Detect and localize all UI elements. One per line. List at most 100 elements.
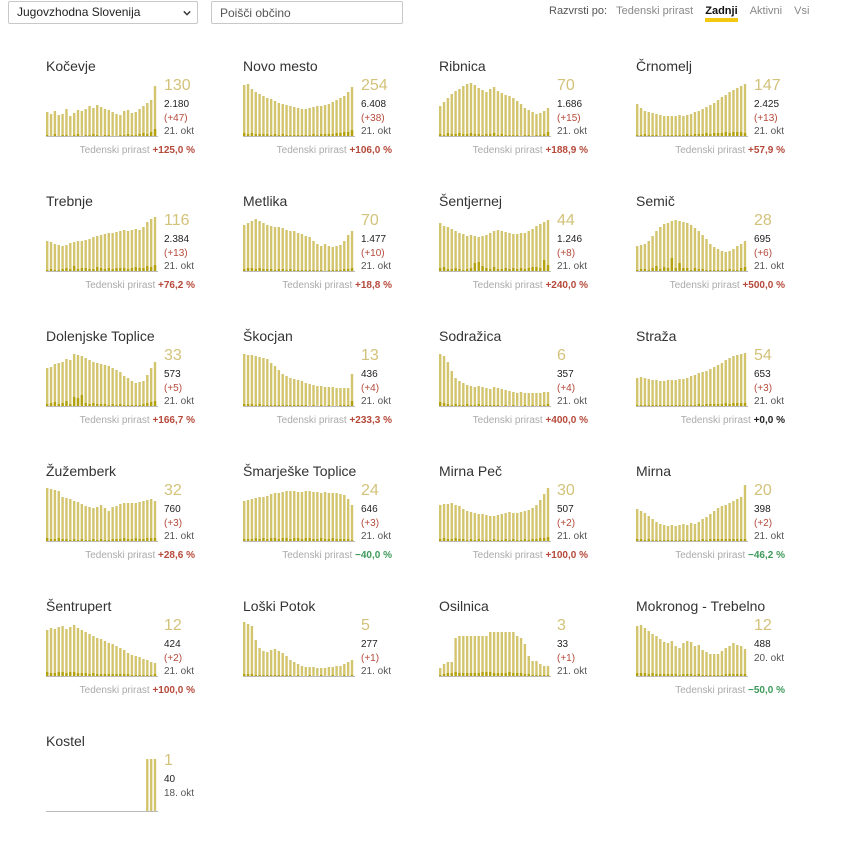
sort-option-active[interactable]: Aktivni: [749, 5, 783, 17]
last-update-date: 21. okt: [164, 261, 195, 272]
municipality-card[interactable]: Dolenjske Toplice 33 573 (+5) 21. okt Tedensk…: [46, 328, 231, 453]
municipality-card[interactable]: Kočevje 130 2.180 (+47) 21. okt Tedenski prir…: [46, 58, 231, 183]
active-cases-bar: [724, 360, 727, 406]
active-cases-bar: [250, 499, 254, 541]
active-cases-bar: [293, 231, 296, 271]
active-cases-bar: [103, 109, 107, 136]
active-cases-bar: [350, 660, 354, 676]
active-cases-bar: [246, 223, 250, 271]
active-cases-bar: [728, 503, 731, 541]
new-cases-bar: [527, 540, 530, 541]
active-cases-bar: [88, 360, 91, 406]
new-cases-bar: [469, 539, 473, 541]
new-cases-bar: [304, 405, 307, 406]
new-cases-bar: [542, 260, 546, 271]
new-cases-bar: [659, 540, 662, 541]
new-cases-bar: [736, 270, 739, 271]
new-cases-bar: [736, 403, 739, 406]
active-cases-bar: [516, 234, 519, 271]
sort-option-latest[interactable]: Zadnji: [705, 5, 738, 22]
new-cases-bar: [149, 132, 153, 136]
weekly-growth-value: +100,0 %: [152, 685, 195, 696]
active-cases-bar: [262, 651, 265, 676]
active-cases-value: 147: [754, 77, 781, 94]
active-cases-bar: [686, 378, 689, 406]
active-cases-bar: [535, 505, 538, 541]
active-cases-bar: [99, 505, 103, 541]
municipality-card[interactable]: Trebnje 116 2.384 (+13) 21. okt Tedenski prir…: [46, 193, 231, 318]
region-select[interactable]: Jugovzhodna Slovenija: [8, 1, 198, 24]
total-cases-value: 40: [164, 774, 176, 785]
municipality-card[interactable]: Črnomelj 147 2.425 (+13) 21. okt Tedenski pri…: [636, 58, 821, 183]
municipality-search-input[interactable]: [211, 1, 403, 24]
weekly-growth-value: +76,2 %: [158, 280, 195, 291]
new-cases-bar: [492, 539, 496, 541]
weekly-growth-label: Tedenski prirast: [85, 280, 156, 291]
new-cases-bar: [728, 539, 731, 541]
new-cases-bar: [269, 135, 273, 136]
active-cases-bar: [72, 501, 76, 541]
active-cases-bar: [346, 235, 350, 271]
new-cases-bar: [76, 398, 80, 406]
new-cases-bar: [153, 129, 157, 136]
active-cases-bar: [446, 504, 450, 541]
new-cases-bar: [508, 540, 511, 541]
active-cases-bar: [312, 492, 315, 541]
new-cases-bar: [80, 395, 84, 406]
active-cases-bar: [705, 517, 708, 541]
new-cases-bar: [99, 674, 103, 676]
municipality-card[interactable]: Škocjan 13 436 (+4) 21. okt Tedenski prirast …: [243, 328, 428, 453]
last-update-date: 21. okt: [361, 126, 392, 137]
active-cases-bar: [535, 114, 538, 136]
active-cases-bar: [469, 83, 473, 136]
municipality-card[interactable]: Straža 54 653 (+3) 21. okt Tedenski prirast +…: [636, 328, 821, 453]
active-cases-bar: [500, 389, 503, 406]
new-cases-bar: [678, 405, 681, 406]
active-cases-bar: [489, 389, 492, 406]
municipality-card[interactable]: Mirna Peč 30 507 (+2) 21. okt Tedenski priras…: [439, 463, 624, 588]
active-cases-bar: [639, 245, 643, 271]
new-cases-bar: [134, 675, 137, 676]
new-cases-bar: [689, 135, 693, 136]
new-cases-bar: [146, 675, 149, 676]
total-cases-value: 357: [557, 369, 574, 380]
active-cases-bar: [713, 367, 716, 406]
sort-option-total[interactable]: Vsi: [794, 5, 810, 17]
new-cases-bar: [126, 539, 130, 541]
new-cases-bar: [527, 674, 530, 676]
municipality-card[interactable]: Mokronog - Trebelno 12 488 20. okt Tedenski …: [636, 598, 821, 723]
new-cases-bar: [469, 133, 473, 136]
new-cases-bar: [705, 133, 708, 136]
new-cases-bar: [647, 405, 650, 406]
new-cases-bar: [508, 269, 511, 271]
municipality-card[interactable]: Žužemberk 32 760 (+3) 21. okt Tedenski priras…: [46, 463, 231, 588]
municipality-card[interactable]: Šentjernej 44 1.246 (+8) 21. okt Tedenski pri…: [439, 193, 624, 318]
active-cases-value: 32: [164, 482, 182, 499]
municipality-card[interactable]: Mirna 20 398 (+2) 21. okt Tedenski prirast −4…: [636, 463, 821, 588]
municipality-card[interactable]: Metlika 70 1.477 (+10) 21. okt Tedenski prira…: [243, 193, 428, 318]
municipality-card[interactable]: Kostel 1 40 18. okt: [46, 733, 231, 858]
active-cases-bar: [523, 108, 527, 136]
municipality-card[interactable]: Šentrupert 12 424 (+2) 21. okt Tedenski prira…: [46, 598, 231, 723]
municipality-card[interactable]: Šmarješke Toplice 24 646 (+3) 21. okt Tedensk…: [243, 463, 428, 588]
new-cases-bar: [266, 405, 269, 406]
active-cases-bar: [732, 90, 735, 136]
new-cases-bar: [686, 268, 689, 271]
municipality-card[interactable]: Ribnica 70 1.686 (+15) 21. okt Tedenski prira…: [439, 58, 624, 183]
new-cases-bar: [439, 539, 442, 541]
active-cases-bar: [80, 241, 84, 271]
new-cases-bar: [477, 673, 480, 676]
active-cases-bar: [682, 643, 685, 676]
municipality-name: Metlika: [243, 193, 288, 209]
active-cases-bar: [454, 378, 457, 406]
weekly-growth-label: Tedenski prirast: [669, 280, 740, 291]
municipality-card[interactable]: Semič 28 695 (+6) 21. okt Tedenski prirast +5…: [636, 193, 821, 318]
new-cases-bar: [504, 268, 507, 271]
municipality-card[interactable]: Novo mesto 254 6.408 (+38) 21. okt Tedenski p…: [243, 58, 428, 183]
sort-option-weekly-growth[interactable]: Tedenski prirast: [616, 5, 694, 17]
municipality-card[interactable]: Sodražica 6 357 (+4) 21. okt Tedenski prirast…: [439, 328, 624, 453]
new-cases-bar: [119, 135, 122, 136]
sparkline-chart: [243, 491, 355, 542]
